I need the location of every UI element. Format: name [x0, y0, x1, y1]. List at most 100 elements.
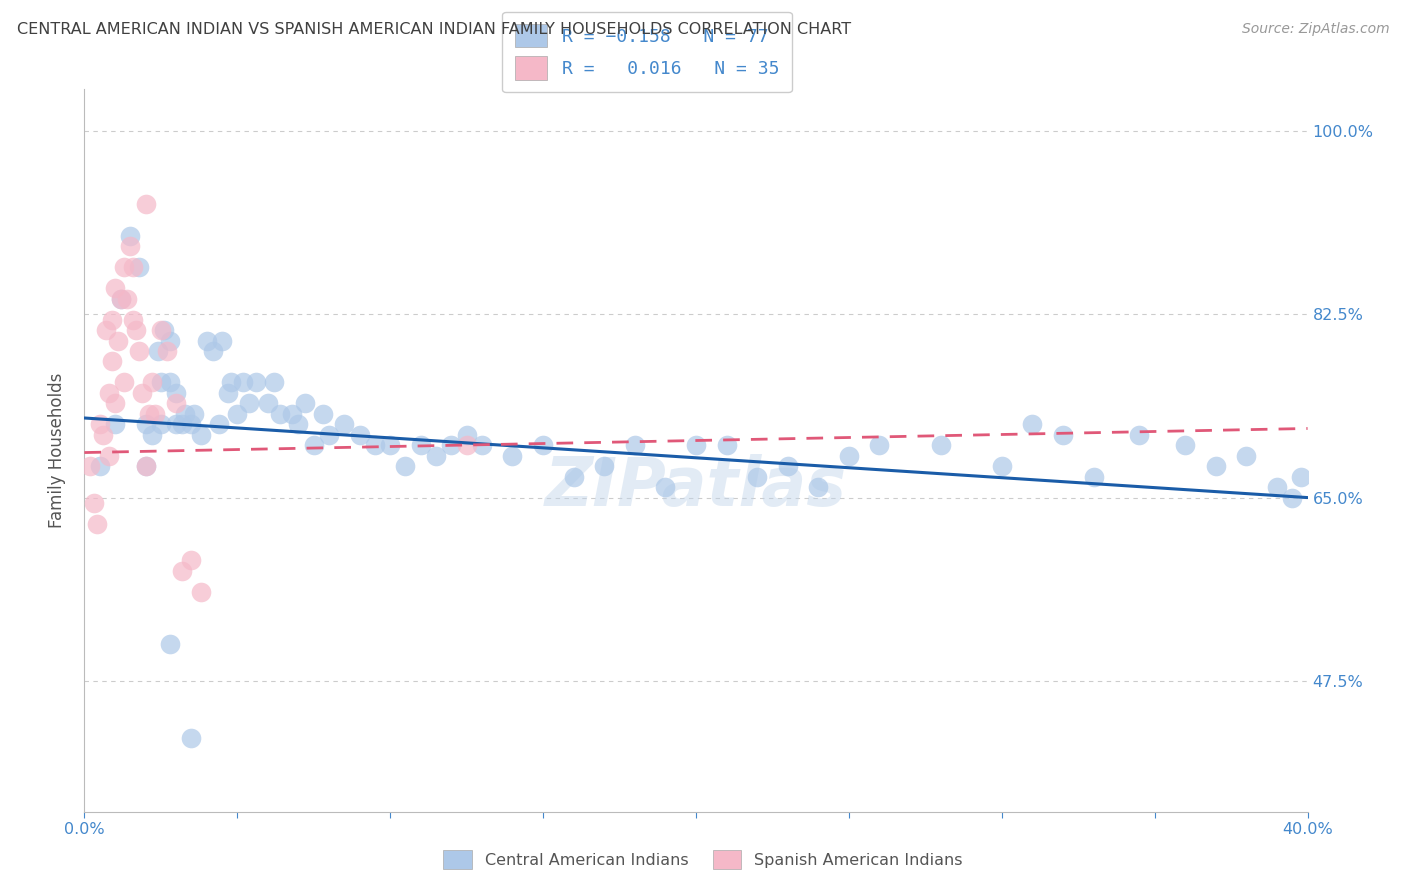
- Point: [143, 407, 166, 421]
- Point: [128, 343, 150, 358]
- Point: [190, 584, 212, 599]
- Point: [1021, 417, 1043, 432]
- Point: [471, 438, 494, 452]
- Point: [456, 427, 478, 442]
- Point: [685, 438, 707, 452]
- Point: [1128, 427, 1150, 442]
- Point: [91, 427, 114, 442]
- Point: [141, 427, 163, 442]
- Point: [149, 323, 172, 337]
- Point: [153, 323, 176, 337]
- Point: [115, 292, 138, 306]
- Point: [1236, 449, 1258, 463]
- Point: [174, 407, 197, 421]
- Point: [593, 459, 616, 474]
- Point: [159, 637, 181, 651]
- Point: [97, 385, 120, 400]
- Point: [1174, 438, 1197, 452]
- Point: [807, 480, 830, 494]
- Point: [101, 354, 124, 368]
- Point: [104, 281, 127, 295]
- Point: [135, 417, 157, 432]
- Point: [287, 417, 309, 432]
- Point: [211, 334, 233, 348]
- Point: [380, 438, 402, 452]
- Point: [245, 376, 267, 390]
- Point: [86, 516, 108, 531]
- Point: [141, 376, 163, 390]
- Point: [302, 438, 325, 452]
- Point: [122, 260, 145, 275]
- Point: [165, 396, 187, 410]
- Point: [195, 334, 218, 348]
- Point: [149, 417, 172, 432]
- Point: [165, 385, 187, 400]
- Point: [624, 438, 647, 452]
- Point: [440, 438, 463, 452]
- Point: [110, 292, 132, 306]
- Point: [135, 459, 157, 474]
- Text: CENTRAL AMERICAN INDIAN VS SPANISH AMERICAN INDIAN FAMILY HOUSEHOLDS CORRELATION: CENTRAL AMERICAN INDIAN VS SPANISH AMERI…: [17, 22, 851, 37]
- Point: [165, 417, 187, 432]
- Point: [104, 396, 127, 410]
- Point: [180, 553, 202, 567]
- Point: [502, 449, 524, 463]
- Point: [94, 323, 117, 337]
- Point: [97, 449, 120, 463]
- Point: [654, 480, 676, 494]
- Point: [1291, 469, 1313, 483]
- Point: [318, 427, 340, 442]
- Point: [159, 376, 181, 390]
- Text: ZIPatlas: ZIPatlas: [546, 454, 846, 519]
- Point: [146, 343, 169, 358]
- Point: [190, 427, 212, 442]
- Point: [104, 417, 127, 432]
- Point: [838, 449, 860, 463]
- Point: [183, 407, 205, 421]
- Point: [122, 312, 145, 326]
- Point: [257, 396, 280, 410]
- Point: [217, 385, 239, 400]
- Point: [172, 417, 194, 432]
- Point: [456, 438, 478, 452]
- Point: [159, 334, 181, 348]
- Point: [1205, 459, 1227, 474]
- Point: [89, 417, 111, 432]
- Point: [869, 438, 891, 452]
- Point: [232, 376, 254, 390]
- Point: [112, 376, 135, 390]
- Point: [1052, 427, 1074, 442]
- Point: [269, 407, 291, 421]
- Point: [201, 343, 224, 358]
- Point: [180, 417, 202, 432]
- Text: Source: ZipAtlas.com: Source: ZipAtlas.com: [1241, 22, 1389, 37]
- Point: [281, 407, 304, 421]
- Point: [425, 449, 447, 463]
- Point: [156, 343, 179, 358]
- Point: [394, 459, 416, 474]
- Point: [112, 260, 135, 275]
- Point: [219, 376, 242, 390]
- Point: [89, 459, 111, 474]
- Point: [149, 376, 172, 390]
- Point: [208, 417, 231, 432]
- Point: [364, 438, 387, 452]
- Point: [131, 385, 153, 400]
- Point: [294, 396, 316, 410]
- Y-axis label: Family Households: Family Households: [48, 373, 66, 528]
- Point: [716, 438, 738, 452]
- Point: [238, 396, 260, 410]
- Point: [776, 459, 799, 474]
- Point: [79, 459, 101, 474]
- Point: [409, 438, 432, 452]
- Point: [312, 407, 335, 421]
- Point: [83, 496, 105, 510]
- Point: [110, 292, 132, 306]
- Point: [562, 469, 585, 483]
- Point: [180, 731, 202, 746]
- Point: [263, 376, 285, 390]
- Point: [101, 312, 124, 326]
- Point: [531, 438, 554, 452]
- Point: [107, 334, 129, 348]
- Point: [1265, 480, 1288, 494]
